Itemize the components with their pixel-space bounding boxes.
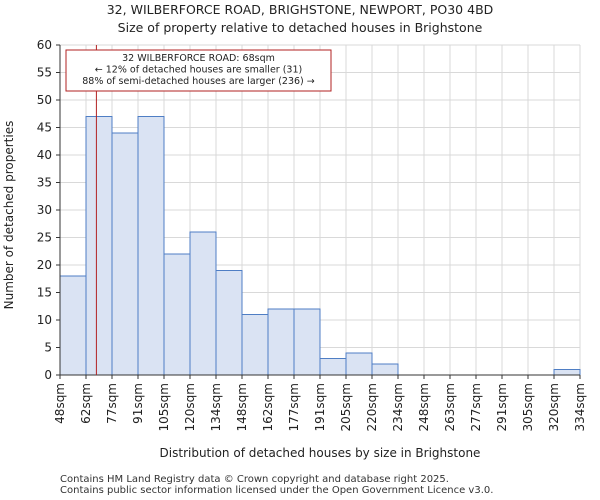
x-tick-label: 291sqm [495, 383, 509, 431]
x-tick-label: 234sqm [391, 383, 405, 431]
bars [59, 116, 581, 376]
x-tick-label: 62sqm [79, 383, 93, 424]
bar-191sqm [319, 358, 347, 376]
y-tick-label: 30 [37, 203, 52, 217]
bar-120sqm [189, 231, 217, 376]
bar-148sqm [241, 314, 269, 376]
annotation-line: ← 12% of detached houses are smaller (31… [95, 65, 302, 76]
y-tick-label: 10 [37, 313, 52, 327]
x-tick-label: 305sqm [521, 383, 535, 431]
bar-320sqm [553, 369, 581, 376]
bar-134sqm [215, 270, 243, 376]
bar-62sqm [85, 116, 113, 376]
y-tick-label: 40 [37, 148, 52, 162]
property-marker: 32 WILBERFORCE ROAD: 68sqm← 12% of detac… [65, 45, 332, 375]
x-tick-label: 48sqm [53, 383, 67, 424]
bar-220sqm [371, 363, 399, 376]
y-tick-labels: 0 5 10 15 20 25 30 35 40 45 50 55 60 [37, 38, 60, 382]
x-tick-label: 120sqm [183, 383, 197, 431]
x-axis-label: Distribution of detached houses by size … [160, 446, 481, 460]
x-tick-label: 134sqm [209, 383, 223, 431]
footer-licence: Contains public sector information licen… [60, 485, 494, 496]
y-axis-label: Number of detached properties [2, 121, 16, 310]
x-tick-label: 162sqm [261, 383, 275, 431]
bar-91sqm [137, 116, 165, 376]
y-tick-label: 55 [37, 66, 52, 80]
bar-105sqm [163, 253, 191, 376]
x-tick-label: 148sqm [235, 383, 249, 431]
x-tick-labels: 48sqm 62sqm 77sqm 91sqm 105sqm 120sqm 134sqm 14… [53, 375, 587, 431]
bar-48sqm [59, 275, 87, 376]
annotation-box [65, 49, 332, 92]
footer-copyright: Contains HM Land Registry data © Crown c… [60, 474, 449, 485]
bar-177sqm [293, 308, 321, 376]
x-tick-label: 248sqm [417, 383, 431, 431]
y-tick-label: 15 [37, 286, 52, 300]
x-tick-label: 220sqm [365, 383, 379, 431]
x-tick-label: 334sqm [573, 383, 587, 431]
bar-162sqm [267, 308, 295, 376]
y-tick-label: 0 [44, 368, 52, 382]
y-tick-label: 50 [37, 93, 52, 107]
x-tick-label: 91sqm [131, 383, 145, 424]
y-tick-label: 20 [37, 258, 52, 272]
y-tick-label: 35 [37, 176, 52, 190]
chart-subtitle: Size of property relative to detached ho… [117, 20, 483, 35]
y-tick-label: 25 [37, 231, 52, 245]
bar-77sqm [111, 132, 139, 376]
y-tick-label: 60 [37, 38, 52, 52]
annotation-line: 88% of semi-detached houses are larger (… [82, 76, 315, 87]
annotation-line: 32 WILBERFORCE ROAD: 68sqm [122, 53, 275, 64]
x-tick-label: 205sqm [339, 383, 353, 431]
chart-title: 32, WILBERFORCE ROAD, BRIGHSTONE, NEWPOR… [106, 2, 494, 17]
x-tick-label: 77sqm [105, 383, 119, 424]
x-tick-label: 263sqm [443, 383, 457, 431]
bar-205sqm [345, 352, 373, 376]
y-tick-label: 5 [44, 341, 52, 355]
x-tick-label: 277sqm [469, 383, 483, 431]
x-tick-label: 177sqm [287, 383, 301, 431]
y-tick-label: 45 [37, 121, 52, 135]
x-tick-label: 105sqm [157, 383, 171, 431]
x-tick-label: 191sqm [313, 383, 327, 431]
histogram-chart: 0 5 10 15 20 25 30 35 40 45 50 55 60 48sqm 62sqm 77sqm… [2, 38, 587, 460]
x-tick-label: 320sqm [547, 383, 561, 431]
